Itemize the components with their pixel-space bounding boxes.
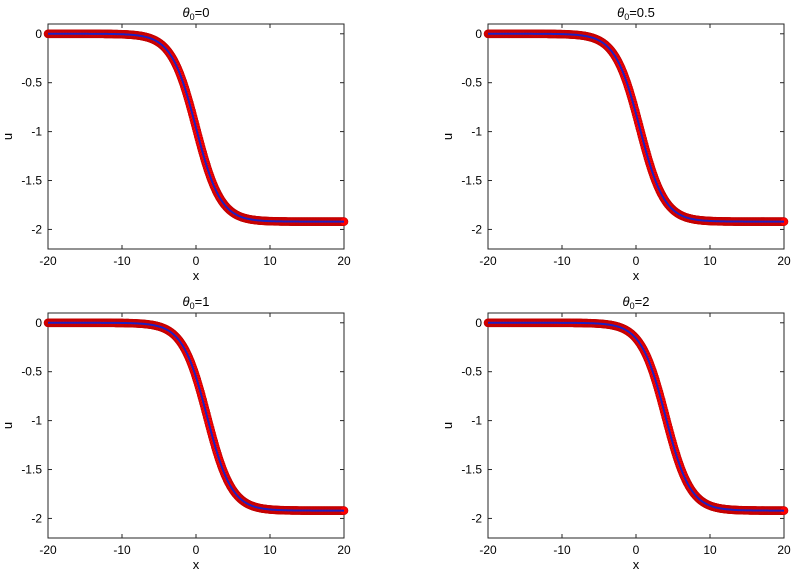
y-tick-label: -1 xyxy=(471,125,482,139)
x-tick-label: 10 xyxy=(263,543,277,557)
x-tick-label: 20 xyxy=(337,543,351,557)
x-tick-label: 20 xyxy=(337,254,351,268)
y-axis-label: u xyxy=(0,422,15,429)
x-tick-label: -20 xyxy=(479,254,497,268)
x-tick-label: -10 xyxy=(113,543,131,557)
y-tick-label: -1.5 xyxy=(21,463,42,477)
x-tick-label: 20 xyxy=(777,543,791,557)
solution-line xyxy=(488,32,784,223)
x-axis-label: x xyxy=(633,268,640,283)
x-tick-label: -20 xyxy=(39,254,57,268)
title-symbol: θ xyxy=(623,294,630,309)
title-value: =1 xyxy=(195,294,210,309)
x-tick-label: -10 xyxy=(553,254,571,268)
y-tick-label: -1 xyxy=(31,125,42,139)
x-tick-label: 0 xyxy=(633,543,640,557)
y-tick-label: -0.5 xyxy=(461,76,482,90)
x-tick-label: -20 xyxy=(479,543,497,557)
x-tick-label: -20 xyxy=(39,543,57,557)
x-tick-label: -10 xyxy=(113,254,131,268)
title-value: =0 xyxy=(195,5,210,20)
title-value: =0.5 xyxy=(629,5,655,20)
x-tick-label: 0 xyxy=(193,543,200,557)
y-tick-label: -0.5 xyxy=(461,365,482,379)
axes-frame xyxy=(487,312,785,539)
title-subscript: 0 xyxy=(630,301,635,311)
y-tick-label: -2 xyxy=(471,511,482,525)
y-axis-label: u xyxy=(0,133,15,140)
x-tick-label: 10 xyxy=(703,543,717,557)
x-axis-label: x xyxy=(193,557,200,572)
y-tick-label: -2 xyxy=(31,222,42,236)
panel-title: θ0=0.5 xyxy=(617,5,655,22)
y-tick-label: 0 xyxy=(35,316,42,330)
y-tick-label: -1.5 xyxy=(461,174,482,188)
x-tick-label: 0 xyxy=(193,254,200,268)
x-tick-label: 10 xyxy=(703,254,717,268)
y-axis-label: u xyxy=(440,133,455,140)
axes-frame xyxy=(47,312,345,539)
y-tick-label: 0 xyxy=(475,316,482,330)
title-subscript: 0 xyxy=(190,12,195,22)
y-tick-label: -1 xyxy=(471,414,482,428)
y-tick-label: -1.5 xyxy=(21,174,42,188)
panel-title: θ0=0 xyxy=(183,5,210,22)
title-subscript: 0 xyxy=(624,12,629,22)
x-tick-label: 20 xyxy=(777,254,791,268)
x-axis-label: x xyxy=(633,557,640,572)
y-tick-label: 0 xyxy=(475,27,482,41)
x-axis-label: x xyxy=(193,268,200,283)
y-tick-label: -2 xyxy=(31,511,42,525)
title-symbol: θ xyxy=(183,294,190,309)
y-tick-label: -0.5 xyxy=(21,76,42,90)
solution-line xyxy=(48,321,344,512)
title-value: =2 xyxy=(635,294,650,309)
title-subscript: 0 xyxy=(190,301,195,311)
x-tick-label: 10 xyxy=(263,254,277,268)
y-tick-label: -0.5 xyxy=(21,365,42,379)
y-tick-label: -1 xyxy=(31,414,42,428)
panel-title: θ0=1 xyxy=(183,294,210,311)
panel-title: θ0=2 xyxy=(623,294,650,311)
axes-frame xyxy=(487,23,785,250)
title-symbol: θ xyxy=(617,5,624,20)
y-tick-label: 0 xyxy=(35,27,42,41)
solution-line xyxy=(488,321,785,512)
y-tick-label: -2 xyxy=(471,222,482,236)
title-symbol: θ xyxy=(183,5,190,20)
y-axis-label: u xyxy=(440,422,455,429)
solution-line xyxy=(48,32,344,223)
x-tick-label: 0 xyxy=(633,254,640,268)
y-tick-label: -1.5 xyxy=(461,463,482,477)
x-tick-label: -10 xyxy=(553,543,571,557)
